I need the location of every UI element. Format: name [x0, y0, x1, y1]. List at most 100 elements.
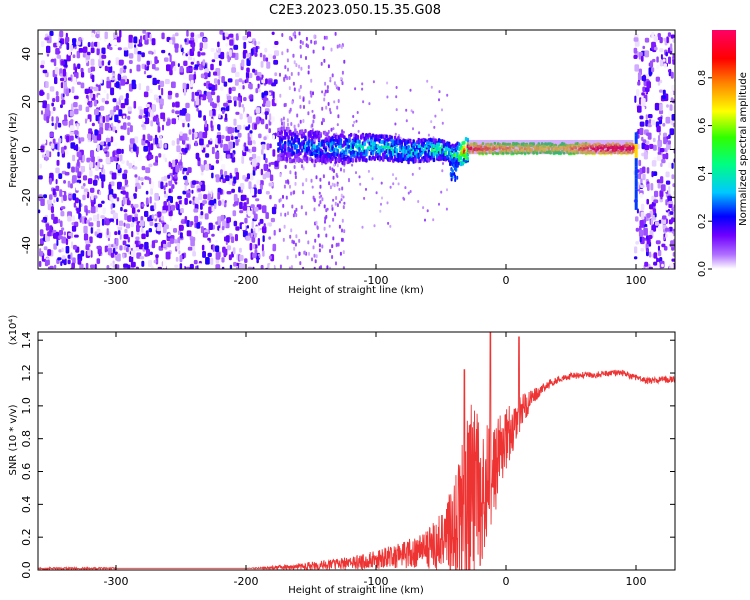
noise-cell — [289, 234, 292, 239]
noise-cell — [209, 138, 213, 142]
noise-cell — [247, 116, 252, 124]
noise-cell — [670, 34, 675, 39]
noise-cell — [670, 71, 674, 79]
noise-cell — [182, 133, 188, 141]
noise-cell — [58, 173, 63, 179]
noise-cell — [47, 259, 50, 266]
noise-cell — [138, 154, 142, 162]
noise-cell — [220, 51, 225, 60]
noise-cell — [235, 71, 240, 78]
noise-cell — [426, 79, 429, 83]
noise-cell — [82, 46, 88, 54]
noise-cell — [169, 54, 172, 63]
noise-cell — [265, 157, 268, 164]
noise-cell — [219, 60, 222, 66]
noise-cell — [152, 104, 156, 112]
noise-cell — [112, 39, 117, 46]
noise-cell — [112, 260, 115, 268]
noise-cell — [640, 184, 645, 188]
noise-cell — [342, 195, 345, 199]
noise-cell — [90, 66, 96, 72]
noise-cell — [74, 221, 79, 227]
noise-cell — [258, 133, 262, 139]
noise-cell — [644, 50, 650, 58]
noise-cell — [259, 218, 264, 224]
noise-cell — [352, 115, 355, 118]
noise-cell — [337, 99, 340, 103]
noise-cell — [302, 166, 305, 171]
noise-cell — [247, 136, 251, 142]
noise-cell — [314, 238, 317, 243]
noise-cell — [238, 84, 243, 90]
noise-cell — [665, 199, 668, 206]
noise-cell — [426, 209, 429, 213]
noise-cell — [307, 70, 310, 75]
noise-cell — [42, 69, 48, 74]
noise-cell — [217, 79, 220, 86]
noise-cell — [157, 266, 163, 269]
ridge-cell — [490, 142, 493, 146]
noise-cell — [661, 95, 666, 100]
noise-cell — [250, 188, 255, 196]
colorbar-tick-label: 0.6 — [697, 118, 708, 134]
noise-cell — [56, 239, 59, 246]
noise-cell — [341, 81, 344, 86]
ridge-cell — [292, 151, 295, 156]
edge-streak-cell — [634, 172, 638, 176]
noise-cell — [326, 207, 329, 211]
noise-cell — [134, 216, 138, 222]
noise-cell — [334, 31, 337, 36]
noise-cell — [657, 245, 660, 251]
noise-cell — [41, 219, 45, 223]
noise-cell — [45, 150, 50, 158]
noise-cell — [193, 259, 198, 265]
noise-cell — [243, 124, 246, 130]
ridge-cell — [373, 157, 376, 161]
noise-cell — [248, 124, 251, 129]
noise-cell — [183, 75, 188, 80]
noise-cell — [654, 190, 659, 198]
noise-cell — [76, 81, 82, 85]
noise-cell — [52, 98, 56, 103]
noise-cell — [322, 174, 325, 179]
noise-cell — [661, 263, 664, 268]
noise-cell — [342, 205, 345, 210]
noise-cell — [85, 106, 90, 113]
noise-cell — [119, 234, 122, 240]
ridge-cell — [282, 126, 285, 131]
noise-cell — [148, 228, 152, 233]
noise-cell — [329, 266, 331, 269]
noise-cell — [87, 101, 91, 106]
noise-cell — [209, 110, 213, 117]
noise-cell — [320, 61, 323, 66]
noise-cell — [55, 179, 58, 185]
noise-cell — [146, 85, 150, 92]
ridge-cell — [285, 157, 289, 162]
noise-cell — [76, 207, 80, 214]
noise-cell — [189, 67, 193, 72]
noise-cell — [116, 197, 120, 202]
noise-cell — [250, 204, 255, 209]
noise-cell — [221, 164, 226, 171]
noise-cell — [148, 154, 154, 160]
noise-cell — [402, 196, 405, 200]
noise-cell — [446, 93, 449, 97]
noise-cell — [651, 67, 655, 73]
noise-cell — [332, 217, 335, 222]
noise-cell — [303, 250, 306, 255]
noise-cell — [646, 213, 651, 218]
noise-cell — [296, 113, 299, 118]
noise-cell — [106, 218, 110, 226]
ridge-cell — [437, 142, 441, 147]
noise-cell — [336, 44, 339, 49]
noise-cell — [50, 58, 55, 62]
noise-cell — [142, 30, 146, 34]
noise-cell — [226, 95, 232, 101]
noise-cell — [60, 220, 63, 228]
noise-cell — [242, 175, 246, 180]
noise-cell — [237, 132, 242, 138]
ridge-cell — [300, 159, 304, 164]
noise-cell — [97, 213, 100, 220]
xtick-label: -300 — [104, 575, 129, 588]
noise-cell — [440, 190, 443, 194]
